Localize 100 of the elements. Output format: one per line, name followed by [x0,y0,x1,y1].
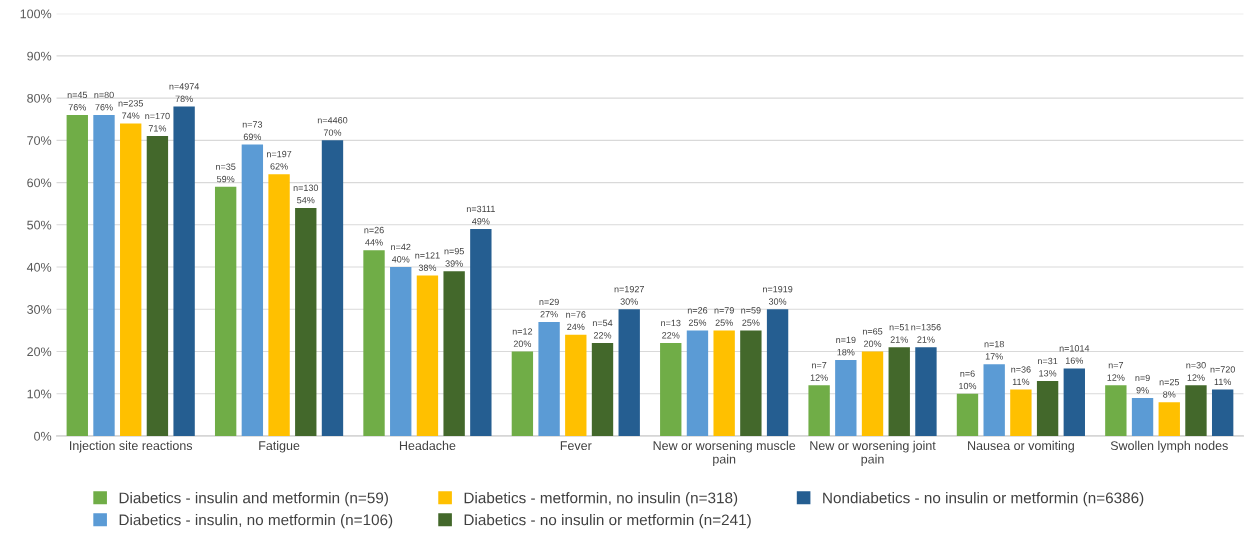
data-label: n=35 59% [216,163,236,183]
x-tick-label: Fatigue [259,440,300,453]
bar [1185,385,1207,436]
bar [1211,389,1234,436]
bar [618,309,640,436]
bar [146,136,169,436]
data-label: n=12 20% [512,328,533,347]
legend-label: Diabetics - no insulin or metformin (n=241) [464,514,751,529]
bar [268,174,290,436]
bar [1105,385,1127,436]
data-label: n=42 40% [391,243,411,263]
bar [538,321,560,436]
data-label: n=45 76% [67,91,88,111]
bar [1010,389,1032,436]
data-label: n=9 9% [1135,374,1150,394]
x-tick-label: Swollen lymph nodes [1110,440,1228,453]
data-label: n=197 62% [266,150,292,170]
y-tick-label: 30% [27,305,52,314]
bar [888,347,910,436]
data-label: n=4460 70% [317,117,348,136]
bar [766,309,789,436]
data-label: n=65 20% [862,328,883,347]
data-label: n=30 12% [1186,362,1206,381]
data-label: n=29 27% [539,298,559,318]
bar [390,267,412,436]
bar [1036,381,1059,436]
bar [808,385,830,436]
data-label: n=51 21% [889,324,909,343]
bar [1131,397,1154,436]
bar [363,250,385,436]
data-label: n=25 8% [1159,378,1180,398]
data-label: n=720 11% [1210,366,1235,385]
data-label: n=54 22% [592,319,613,339]
data-label: n=26 44% [364,226,384,246]
legend-label: Nondiabetics - no insulin or metformin (n=6386) [823,492,1144,507]
bar [1063,368,1085,436]
bar [956,393,979,436]
bar [295,207,317,436]
y-tick-label: 80% [27,93,52,103]
data-label: n=31 13% [1038,357,1058,377]
data-label: n=79 25% [714,307,734,326]
data-label: n=26 25% [687,307,708,326]
data-label: n=1919 30% [762,285,793,305]
data-label: n=121 38% [415,252,440,271]
bar [591,343,614,436]
y-tick-label: 50% [27,220,52,230]
y-tick-label: 10% [27,389,52,399]
x-tick-label: Nausea or vomiting [968,440,1074,453]
data-label: n=73 69% [242,121,263,140]
data-label: n=170 71% [145,112,170,132]
data-label: n=80 76% [94,91,114,111]
bar [915,347,937,436]
y-tick-label: 70% [27,136,52,145]
legend-label: Diabetics - insulin, no metformin (n=106) [119,514,393,529]
bar [983,364,1005,436]
x-tick-label: New or worsening muscle pain [653,440,796,466]
bar [173,106,195,436]
data-label: n=7 12% [810,362,828,381]
y-tick-label: 100% [20,9,52,19]
legend-label: Diabetics - insulin and metformin (n=59) [119,492,388,507]
data-label: n=4974 78% [169,83,200,102]
legend-label: Diabetics - metformin, no insulin (n=318) [464,492,738,507]
bar [241,144,264,436]
bar [120,123,142,436]
x-tick-label: Injection site reactions [70,440,193,453]
bar [713,330,735,436]
y-tick-label: 60% [27,178,52,188]
data-label: n=13 22% [661,319,681,339]
y-tick-label: 40% [26,262,52,272]
data-label: n=3111 49% [466,205,495,225]
x-tick-label: Headache [399,440,456,451]
bar [1158,402,1180,436]
bar [835,359,857,436]
data-label: n=76 24% [566,311,586,331]
data-label: n=130 54% [293,184,319,204]
data-label: n=235 74% [118,100,143,119]
bar [443,271,465,436]
data-label: n=1927 30% [614,285,644,305]
bar [686,330,709,436]
y-tick-label: 20% [27,347,52,357]
bar [66,115,88,436]
bar [321,140,344,436]
data-label: n=6 10% [959,370,977,390]
bar [861,351,884,436]
data-label: n=18 17% [984,340,1004,360]
bar [93,115,115,436]
x-tick-label: New or worsening joint pain [810,440,936,466]
data-label: n=36 11% [1011,366,1031,385]
x-tick-label: Fever [560,441,592,451]
bar [470,229,492,436]
data-label: n=95 39% [444,247,464,267]
bar [740,330,762,436]
bar [214,186,237,436]
data-label: n=1356 21% [911,324,941,343]
data-label: n=59 25% [741,307,761,326]
data-label: n=19 18% [836,336,856,356]
y-tick-label: 0% [34,431,52,441]
data-label: n=7 12% [1107,362,1125,381]
bar [416,275,439,436]
bar [660,343,682,436]
